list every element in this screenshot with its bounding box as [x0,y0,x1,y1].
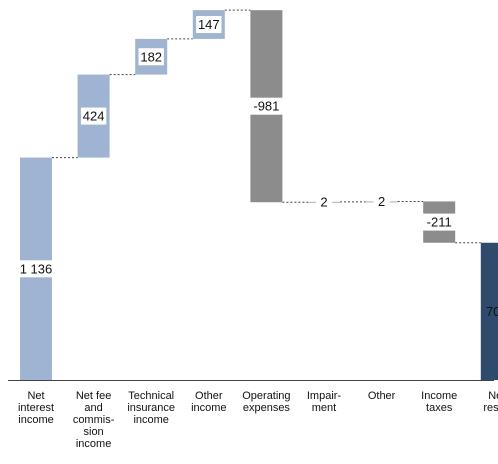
category-label-6: Other [368,390,396,402]
value-label-text-0: 1 136 [20,261,53,276]
value-label-bg-3 [196,16,222,34]
value-label-text-7: -211 [427,215,452,230]
value-label-7: -211 [422,213,456,231]
value-label-2: 182 [138,48,164,66]
category-label-2: Technical insurance income [127,390,175,426]
value-label-1: 424 [80,107,107,125]
value-label-text-6: 2 [378,194,385,209]
value-label-bg-6 [373,193,390,211]
category-label-3: Other income [191,390,226,414]
value-label-bg-1 [80,107,107,125]
value-label-bg-2 [138,48,164,66]
category-label-7: Income taxes [421,390,457,414]
value-label-text-1: 424 [83,109,105,124]
value-label-bg-7 [422,213,456,231]
value-label-text-5: 2 [320,195,327,210]
category-label-8: Netresult [483,390,498,414]
value-label-bg-5 [316,193,332,211]
value-label-text-8: 701 [486,304,498,319]
category-label-5: Impair-ment [307,390,342,414]
value-label-5: 2 [316,193,332,211]
value-label-bg-0 [15,260,57,278]
bar-8 [480,242,498,380]
category-label-0: Net interest income [18,390,54,426]
value-label-6: 2 [373,193,390,211]
category-label-1: Net fee and commis-sion income [73,390,115,450]
category-label-4: Operating expenses [242,390,290,414]
value-label-3: 147 [196,16,222,34]
value-label-text-2: 182 [140,49,162,64]
value-label-text-4: -981 [253,99,279,114]
value-label-8: 701 [486,304,498,319]
value-label-bg-4 [249,97,283,115]
value-label-text-3: 147 [198,17,220,32]
value-label-0: 1 136 [15,260,57,278]
value-label-4: -981 [249,97,283,115]
